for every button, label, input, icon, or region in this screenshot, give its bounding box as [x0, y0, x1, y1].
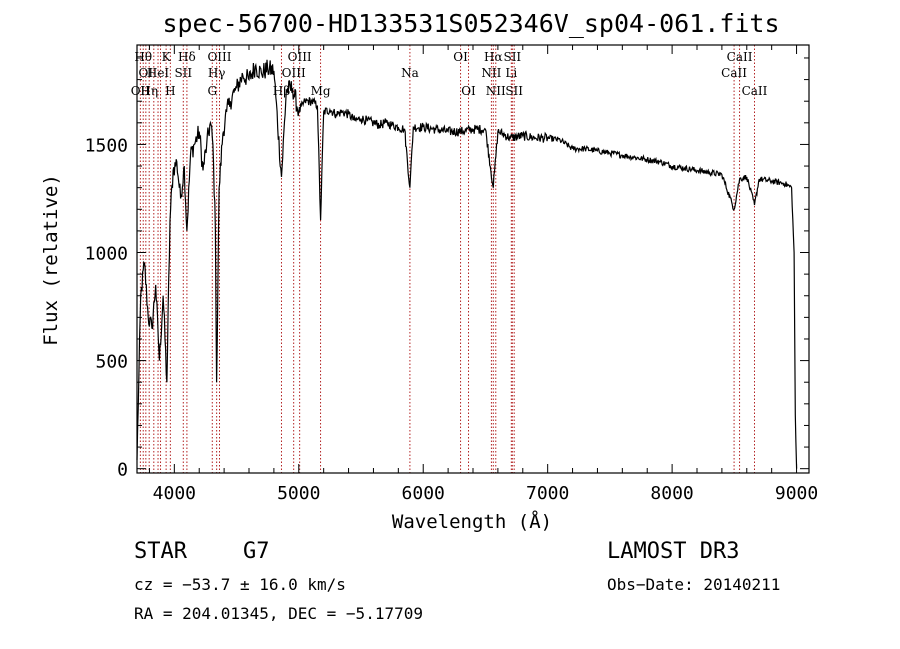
- spectral-line-label: Na: [401, 66, 419, 80]
- spectral-line-label: NII: [481, 66, 501, 80]
- spectral-line-label: G: [207, 84, 217, 98]
- spectral-line-label: OIII: [207, 50, 231, 64]
- spectral-line-label: Hθ: [134, 50, 152, 64]
- spectral-line-label: OIII: [282, 66, 306, 80]
- spectral-line-label: Hα: [484, 50, 503, 64]
- y-axis-label: Flux (relative): [40, 174, 62, 346]
- x-axis-label: Wavelength (Å): [392, 510, 552, 533]
- x-axis-ticks: 4000 5000 6000 7000 8000 9000: [148, 45, 818, 504]
- spectral-line-label: OI: [453, 50, 468, 64]
- observation-date: Obs−Date: 20140211: [607, 575, 781, 594]
- x-tick-label: 9000: [775, 483, 818, 504]
- object-class: STAR: [134, 539, 187, 564]
- spectral-line-label: CaII: [721, 66, 747, 80]
- spectral-line-label: OIII: [288, 50, 312, 64]
- spectral-line-label: H: [165, 84, 175, 98]
- spectral-line-label: Li: [505, 66, 517, 80]
- x-tick-label: 7000: [526, 483, 569, 504]
- spectral-line-label: OI: [461, 84, 476, 98]
- spectral-line-label: SII: [174, 66, 192, 80]
- y-tick-label: 0: [117, 460, 128, 481]
- spectral-line-label: Mg: [311, 84, 331, 98]
- spectral-line-label: K: [162, 50, 172, 64]
- x-tick-label: 8000: [650, 483, 693, 504]
- y-tick-label: 1500: [85, 135, 128, 156]
- spectral-line-label: OII: [131, 84, 151, 98]
- y-tick-label: 1000: [85, 244, 128, 265]
- spectral-line-label: HeI: [147, 66, 170, 80]
- spectral-line-label: SII: [503, 50, 521, 64]
- spectral-line-label: CaII: [727, 50, 753, 64]
- spectral-line-label: SII: [505, 84, 523, 98]
- chart-title: spec-56700-HD133531S052346V_sp04-061.fit…: [162, 9, 779, 38]
- spectral-line-label: CaII: [742, 84, 768, 98]
- spectral-line-label: OI: [139, 66, 154, 80]
- x-tick-label: 4000: [153, 483, 196, 504]
- spectral-line-label: Hδ: [178, 50, 196, 64]
- spectral-line-label: NII: [486, 84, 506, 98]
- y-tick-label: 500: [95, 352, 128, 373]
- spectral-line-labels: OIIHθOIHηHeIKHSIIHδGHγOIIIHβOIIIOIIIMgNa…: [131, 50, 768, 98]
- redshift-cz: cz = −53.7 ± 16.0 km/s: [134, 575, 346, 594]
- survey-name: LAMOST DR3: [607, 539, 740, 564]
- object-subclass: G7: [243, 539, 270, 564]
- y-axis-ticks: 0 500 1000 1500: [85, 57, 809, 481]
- flux-series-line: [136, 59, 798, 469]
- spectral-line-label: Hη: [140, 84, 158, 98]
- spectral-line-label: Hγ: [208, 66, 226, 80]
- x-tick-label: 6000: [402, 483, 445, 504]
- plot-frame: [136, 44, 810, 474]
- ra-dec-coordinates: RA = 204.01345, DEC = −5.17709: [134, 604, 423, 623]
- spectral-line-markers: [139, 45, 755, 473]
- x-tick-label: 5000: [277, 483, 320, 504]
